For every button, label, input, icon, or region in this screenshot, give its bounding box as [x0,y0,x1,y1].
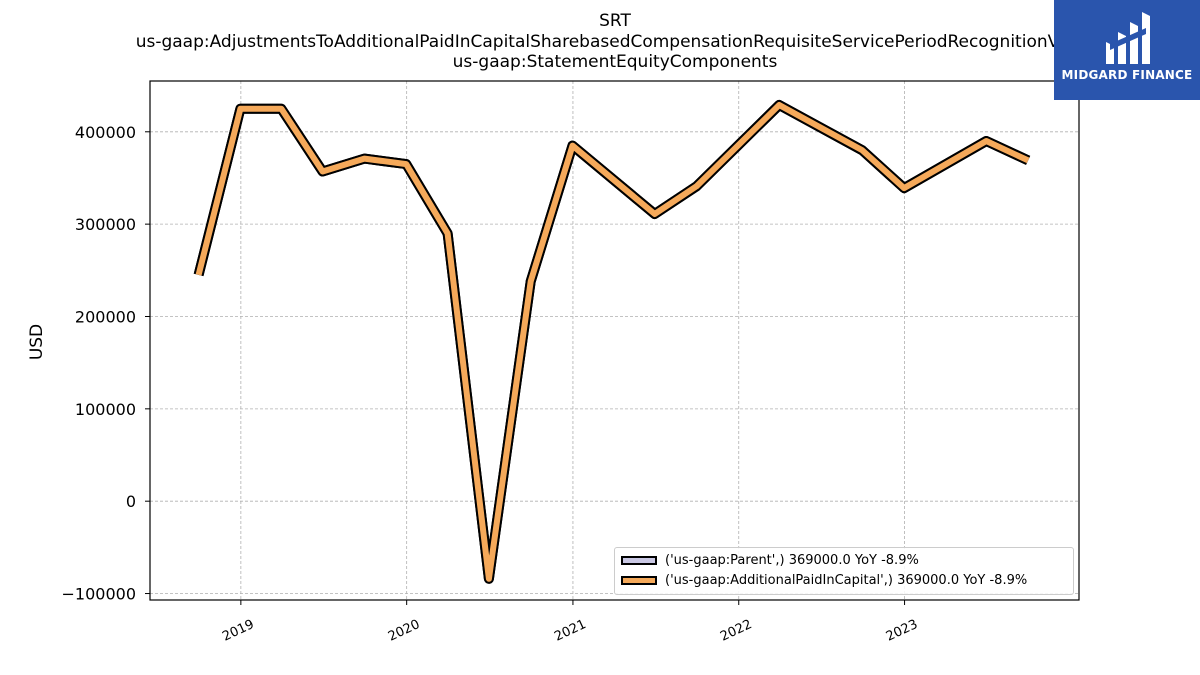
x-tick-label: 2022 [718,617,754,645]
legend-label-parent: ('us-gaap:Parent',) 369000.0 YoY -8.9% [665,552,919,568]
y-tick-label: 200000 [75,307,136,326]
legend-swatch-apic [621,575,657,585]
chart-title-ticker: SRT [599,11,631,31]
chart-title-statement: us-gaap:StatementEquityComponents [452,52,778,72]
y-tick-label: 300000 [75,215,136,234]
x-tick-label: 2023 [884,617,920,645]
legend-item-parent: ('us-gaap:Parent',) 369000.0 YoY -8.9% [621,551,919,569]
y-tick-label: 0 [126,492,136,511]
x-tick-label: 2021 [552,617,588,645]
y-tick-label: 100000 [75,400,136,419]
y-tick-label: −100000 [62,585,136,604]
series-line-apic [195,102,1030,582]
logo-text: MIDGARD FINANCE [1061,68,1193,82]
legend-item-apic: ('us-gaap:AdditionalPaidInCapital',) 369… [621,571,1027,589]
legend-label-apic: ('us-gaap:AdditionalPaidInCapital',) 369… [665,572,1028,588]
legend-swatch-parent [621,555,657,565]
chart-title-concept: us-gaap:AdjustmentsToAdditionalPaidInCap… [135,32,1095,52]
x-tick-label: 2019 [220,617,256,645]
legend: ('us-gaap:Parent',) 369000.0 YoY -8.9% (… [614,547,1074,595]
midgard-finance-logo: MIDGARD FINANCE [1054,0,1200,100]
y-axis-label: USD [27,324,47,360]
x-tick-label: 2020 [386,617,422,645]
midgard-logo-mark-icon [1106,12,1150,64]
y-tick-label: 400000 [75,123,136,142]
